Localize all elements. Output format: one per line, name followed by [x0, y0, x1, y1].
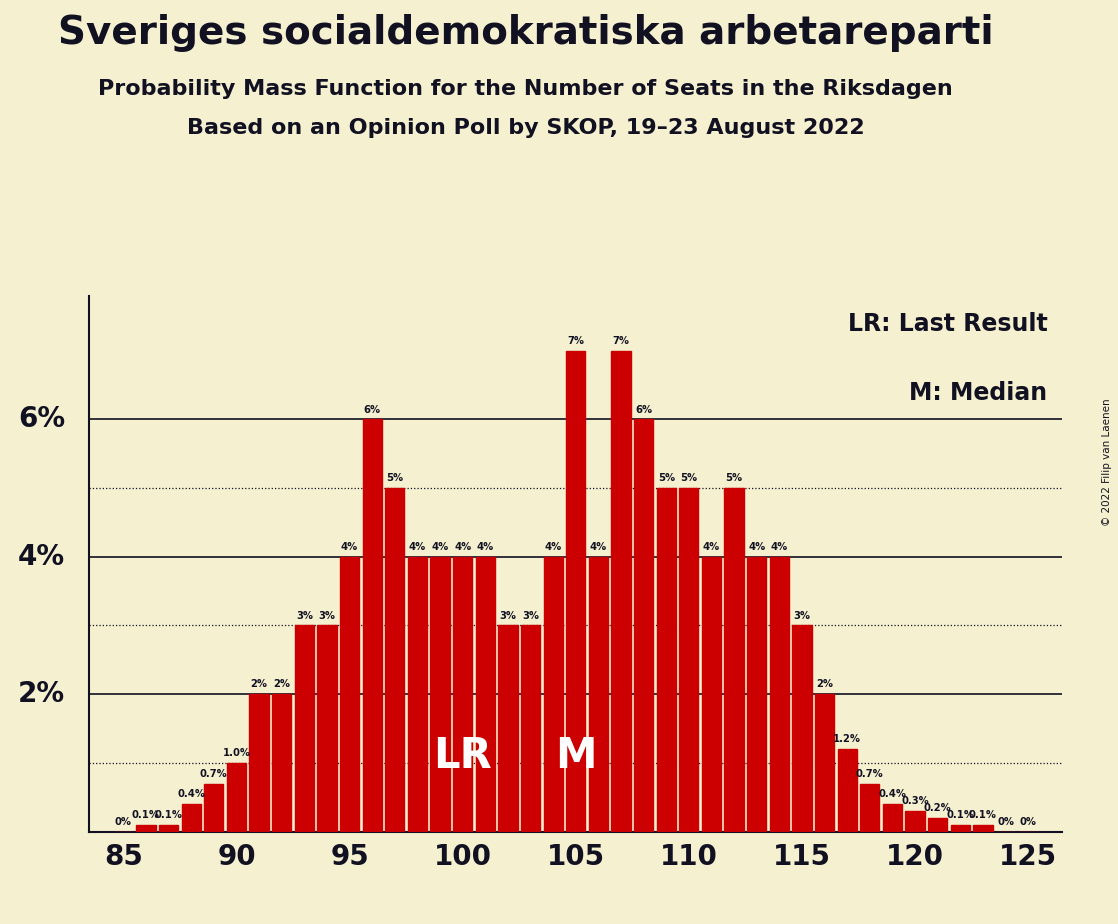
Text: 4%: 4% — [590, 542, 607, 552]
Bar — [386, 488, 405, 832]
Text: 2%: 2% — [250, 679, 267, 689]
Text: 0.1%: 0.1% — [132, 810, 160, 820]
Text: 0.4%: 0.4% — [178, 789, 206, 799]
Text: Probability Mass Function for the Number of Seats in the Riksdagen: Probability Mass Function for the Number… — [98, 79, 953, 99]
Text: 0.4%: 0.4% — [879, 789, 907, 799]
Bar — [589, 557, 608, 832]
Bar — [318, 626, 337, 832]
Text: 4%: 4% — [18, 542, 65, 571]
Bar — [295, 626, 314, 832]
Bar — [272, 694, 292, 832]
Text: 5%: 5% — [657, 473, 675, 483]
Bar — [521, 626, 540, 832]
Bar — [724, 488, 743, 832]
Text: 0.7%: 0.7% — [856, 769, 883, 779]
Bar — [362, 419, 382, 832]
Bar — [837, 749, 856, 832]
Text: 3%: 3% — [296, 611, 313, 621]
Text: 3%: 3% — [500, 611, 517, 621]
Text: 7%: 7% — [567, 335, 585, 346]
Bar — [453, 557, 472, 832]
Bar — [860, 784, 880, 832]
Text: 0%: 0% — [115, 817, 132, 827]
Text: M: Median: M: Median — [909, 382, 1048, 406]
Text: 4%: 4% — [703, 542, 720, 552]
Text: 4%: 4% — [770, 542, 788, 552]
Bar — [747, 557, 766, 832]
Bar — [475, 557, 495, 832]
Bar — [950, 825, 970, 832]
Bar — [249, 694, 268, 832]
Text: Sveriges socialdemokratiska arbetareparti: Sveriges socialdemokratiska arbetarepart… — [58, 14, 993, 52]
Text: 0.1%: 0.1% — [946, 810, 974, 820]
Text: LR: Last Result: LR: Last Result — [847, 311, 1048, 335]
Bar — [974, 825, 993, 832]
Bar — [499, 626, 518, 832]
Bar — [136, 825, 155, 832]
Text: Based on an Opinion Poll by SKOP, 19–23 August 2022: Based on an Opinion Poll by SKOP, 19–23 … — [187, 118, 864, 139]
Text: 0.1%: 0.1% — [969, 810, 997, 820]
Bar — [408, 557, 427, 832]
Text: 4%: 4% — [409, 542, 426, 552]
Bar — [883, 804, 902, 832]
Text: 4%: 4% — [432, 542, 448, 552]
Bar — [159, 825, 178, 832]
Text: 4%: 4% — [454, 542, 472, 552]
Bar — [430, 557, 449, 832]
Text: 5%: 5% — [386, 473, 404, 483]
Text: 6%: 6% — [635, 405, 652, 415]
Bar — [634, 419, 653, 832]
Text: 3%: 3% — [522, 611, 539, 621]
Text: 0%: 0% — [997, 817, 1014, 827]
Bar — [928, 818, 947, 832]
Bar — [769, 557, 789, 832]
Text: 4%: 4% — [341, 542, 358, 552]
Text: M: M — [555, 735, 597, 777]
Bar — [205, 784, 224, 832]
Bar — [702, 557, 721, 832]
Text: 5%: 5% — [726, 473, 742, 483]
Text: 0%: 0% — [1020, 817, 1036, 827]
Bar — [566, 350, 586, 832]
Bar — [181, 804, 201, 832]
Bar — [793, 626, 812, 832]
Bar — [656, 488, 676, 832]
Bar — [906, 811, 925, 832]
Text: 4%: 4% — [544, 542, 561, 552]
Text: 1.0%: 1.0% — [222, 748, 250, 758]
Bar — [340, 557, 359, 832]
Text: © 2022 Filip van Laenen: © 2022 Filip van Laenen — [1102, 398, 1112, 526]
Bar — [815, 694, 834, 832]
Text: 3%: 3% — [794, 611, 811, 621]
Text: 0.2%: 0.2% — [923, 803, 951, 813]
Text: 5%: 5% — [681, 473, 698, 483]
Text: 4%: 4% — [748, 542, 766, 552]
Text: 2%: 2% — [816, 679, 833, 689]
Text: 6%: 6% — [363, 405, 381, 415]
Text: 2%: 2% — [273, 679, 291, 689]
Text: 6%: 6% — [18, 406, 65, 433]
Text: LR: LR — [434, 735, 492, 777]
Bar — [227, 763, 246, 832]
Bar — [543, 557, 562, 832]
Bar — [680, 488, 699, 832]
Text: 1.2%: 1.2% — [833, 735, 861, 745]
Text: 0.7%: 0.7% — [200, 769, 228, 779]
Text: 3%: 3% — [319, 611, 335, 621]
Text: 0.1%: 0.1% — [154, 810, 182, 820]
Text: 2%: 2% — [18, 680, 65, 708]
Text: 0.3%: 0.3% — [901, 796, 929, 806]
Bar — [612, 350, 631, 832]
Text: 4%: 4% — [476, 542, 494, 552]
Text: 7%: 7% — [613, 335, 629, 346]
